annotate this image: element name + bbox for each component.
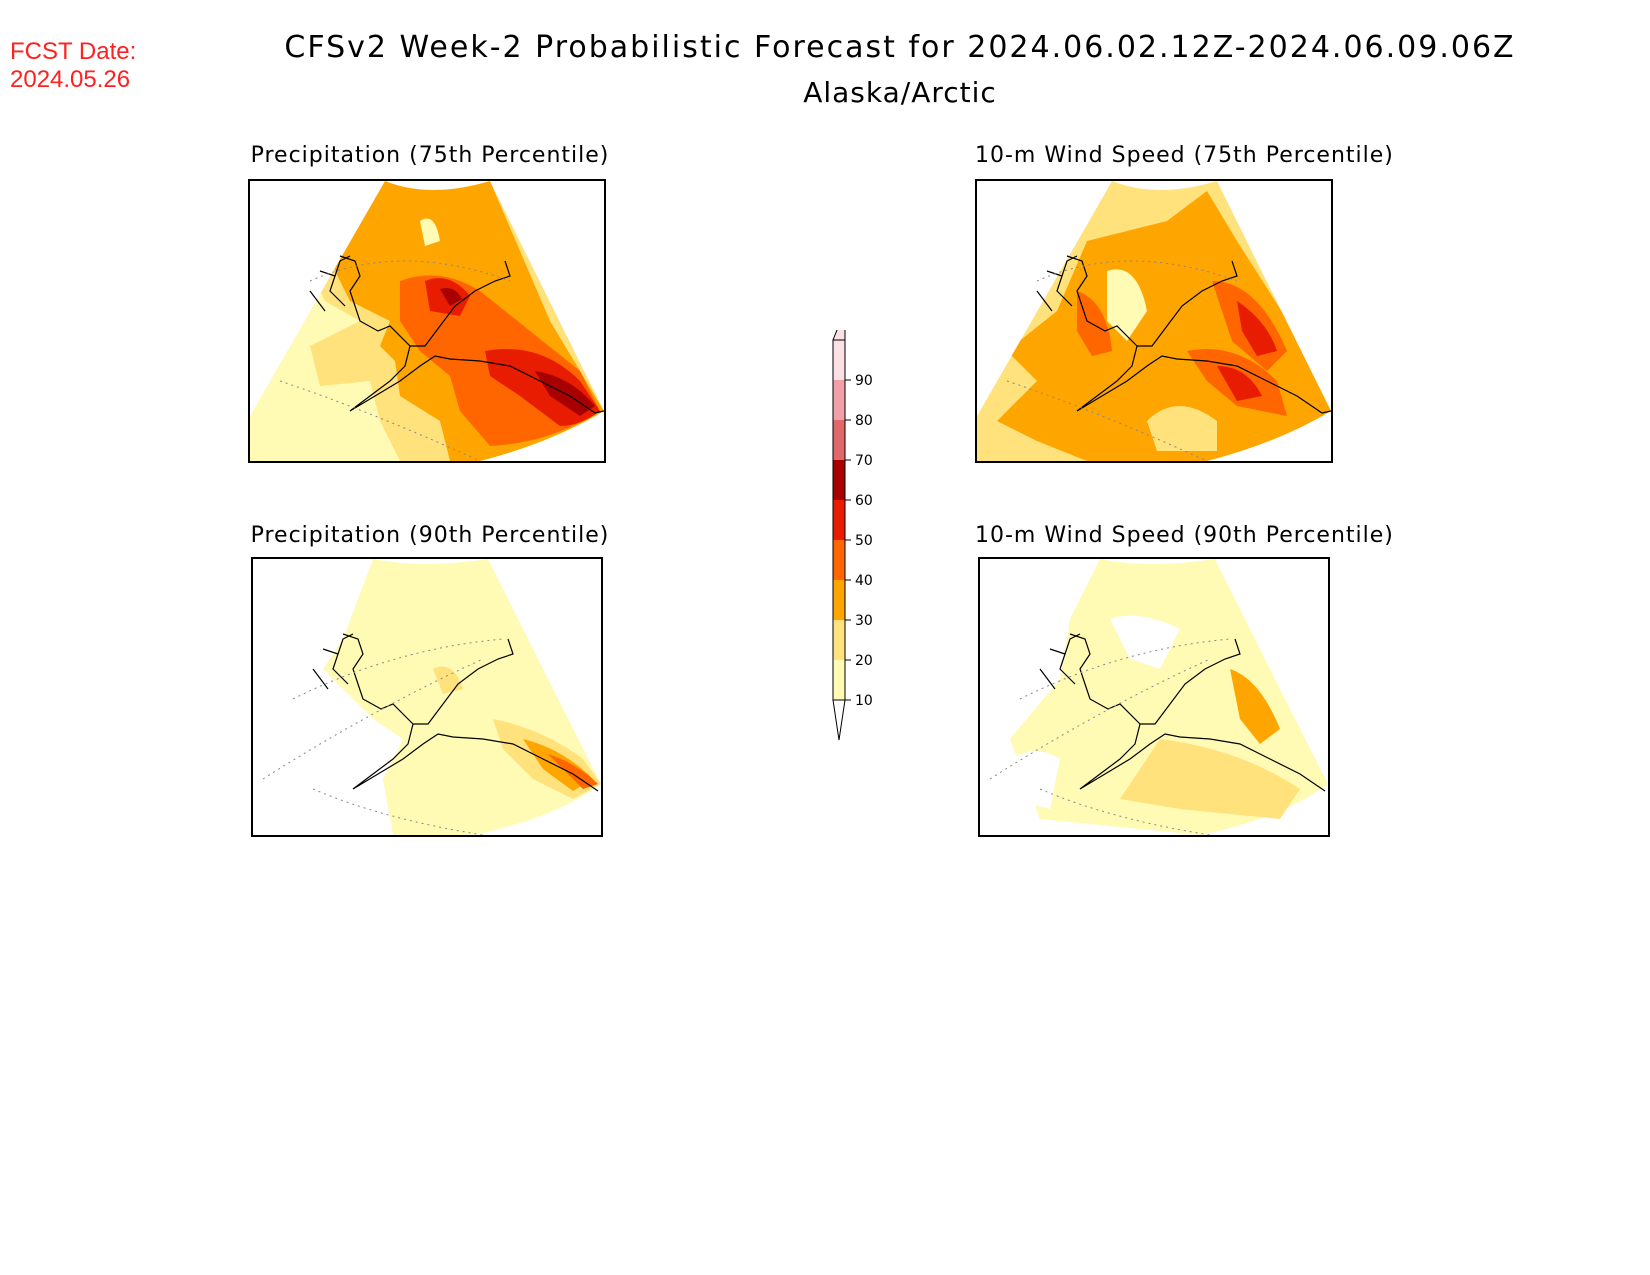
wedge-outside	[1215, 559, 1328, 784]
colorbar-label-40: 40	[855, 573, 873, 589]
colorbar-bottom-cap	[832, 699, 846, 741]
coastline	[1066, 255, 1331, 414]
shaded-region-40	[1077, 291, 1112, 356]
wedge-outside	[488, 559, 601, 784]
forecast-date-value: 2024.05.26	[10, 66, 131, 93]
shaded-region-20	[1230, 669, 1280, 744]
colorbar-swatch-20	[833, 620, 845, 660]
colorbar-label-80: 80	[855, 413, 873, 429]
graticule	[1006, 260, 1238, 461]
graticule	[989, 638, 1231, 835]
shaded-region-40	[548, 754, 598, 789]
wedge-outside	[490, 181, 604, 411]
region-subtitle: Alaska/Arctic	[803, 76, 997, 109]
precip-90-map	[253, 559, 601, 835]
panel-title-wind-90: 10-m Wind Speed (90th Percentile)	[975, 523, 1394, 548]
shaded-region-60	[440, 288, 462, 306]
colorbar-swatch-50	[833, 500, 845, 540]
panel-title-precip-75: Precipitation (75th Percentile)	[250, 143, 610, 168]
colorbar-label-30: 30	[855, 613, 873, 629]
shaded-region-50	[1237, 301, 1277, 356]
page-title: CFSv2 Week-2 Probabilistic Forecast for …	[284, 30, 1516, 65]
wedge-outside	[1217, 181, 1331, 411]
wind-75-map	[977, 181, 1331, 461]
map-panel-precip-75	[248, 179, 606, 463]
map-panel-wind-90	[978, 557, 1330, 837]
graticule	[262, 638, 504, 835]
wind-90-map	[980, 559, 1328, 835]
coastline	[342, 633, 599, 792]
coastline	[1039, 633, 1081, 690]
colorbar-swatch-80	[833, 380, 845, 420]
colorbar-svg: 10 20 30 40 50 60 70 80 90	[832, 309, 873, 741]
shaded-region-20	[1147, 406, 1217, 451]
coastline	[1069, 633, 1326, 792]
precip-75-map	[250, 181, 604, 461]
shaded-region-20	[1120, 739, 1300, 819]
shaded-region-10	[1000, 751, 1060, 809]
wedge-outside	[980, 559, 1100, 789]
colorbar-outline	[832, 339, 846, 701]
wedge-outside	[253, 559, 373, 789]
colorbar: 10 20 30 40 50 60 70 80 90	[825, 309, 915, 750]
shaded-region-50	[1217, 366, 1262, 401]
coastline	[339, 255, 604, 414]
shaded-region-10	[420, 218, 440, 246]
coastline	[1036, 255, 1078, 312]
arctic-cap	[385, 181, 490, 189]
colorbar-label-10: 10	[855, 693, 873, 709]
forecast-date-label: FCST Date:	[10, 38, 137, 65]
colorbar-swatch-30	[833, 580, 845, 620]
map-panel-precip-90	[251, 557, 603, 837]
panel-title-wind-75: 10-m Wind Speed (75th Percentile)	[975, 143, 1394, 168]
colorbar-label-20: 20	[855, 653, 873, 669]
coastline	[312, 633, 354, 690]
colorbar-top-cap	[832, 309, 846, 341]
coastline	[309, 255, 351, 312]
colorbar-label-60: 60	[855, 493, 873, 509]
colorbar-label-70: 70	[855, 453, 873, 469]
shaded-region-10	[1110, 615, 1180, 669]
map-panel-wind-75	[975, 179, 1333, 463]
colorbar-swatch-90	[833, 340, 845, 380]
colorbar-swatch-70	[833, 420, 845, 460]
colorbar-label-90: 90	[855, 373, 873, 389]
colorbar-swatch-40	[833, 540, 845, 580]
colorbar-swatch-60	[833, 460, 845, 500]
wedge-outside	[250, 181, 385, 416]
shaded-region-10	[1107, 269, 1147, 341]
arctic-cap	[1112, 181, 1217, 189]
colorbar-label-50: 50	[855, 533, 873, 549]
panel-title-precip-90: Precipitation (90th Percentile)	[250, 523, 610, 548]
forecast-date-block: FCST Date: 2024.05.26	[10, 38, 136, 94]
colorbar-swatch-10	[833, 660, 845, 700]
wedge-outside	[977, 181, 1112, 416]
graticule	[279, 260, 511, 461]
